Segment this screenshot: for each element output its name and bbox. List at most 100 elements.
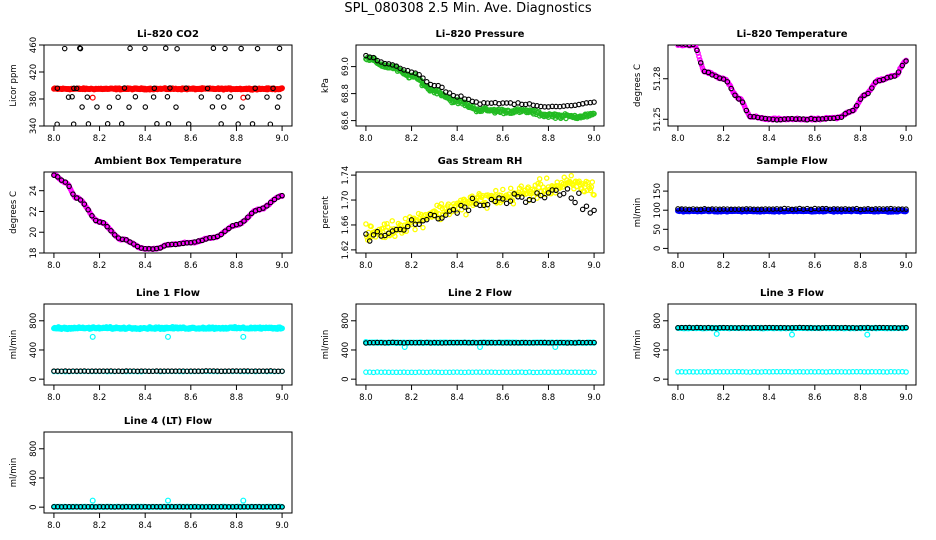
x-tick-label: 8.8: [854, 134, 868, 144]
data-point: [73, 504, 80, 510]
data-point: [716, 324, 723, 331]
data-point: [370, 54, 377, 61]
data-point: [477, 369, 483, 375]
data-point: [454, 339, 460, 346]
x-tick-label: 8.4: [762, 393, 776, 403]
panel-1: Li–820 CO2 8.0 8.2 8.4 8.6 8.8 9.0 340 380 420 460…: [9, 29, 293, 144]
data-point: [869, 369, 875, 375]
data-point: [150, 503, 156, 510]
data-point: [443, 340, 449, 346]
data-point: [876, 324, 883, 331]
data-point: [884, 324, 890, 331]
data-point: [484, 205, 490, 211]
data-point: [146, 504, 152, 510]
series-2-5-min-ave: [675, 205, 909, 213]
data-point: [484, 340, 491, 346]
data-point: [195, 368, 202, 374]
data-point: [522, 199, 529, 206]
data-point: [249, 121, 256, 126]
data-point: [374, 369, 381, 375]
data-point: [172, 504, 179, 510]
x-tick-label: 9.0: [275, 521, 289, 531]
y-tick-label: 24: [29, 185, 39, 196]
data-point: [579, 369, 586, 376]
data-point: [66, 504, 72, 510]
data-point: [739, 99, 746, 105]
data-point: [557, 339, 563, 346]
x-tick-label: 8.6: [496, 134, 510, 144]
data-point: [469, 369, 476, 375]
x-tick-label: 9.0: [587, 393, 601, 403]
data-point: [260, 504, 266, 510]
data-point: [812, 116, 818, 123]
data-point: [469, 193, 475, 199]
x-tick-label: 8.2: [93, 521, 107, 531]
data-point: [545, 104, 552, 110]
data-point: [239, 104, 245, 110]
data-point: [812, 325, 818, 331]
data-point: [579, 206, 586, 213]
data-point: [747, 325, 753, 331]
data-point: [81, 201, 88, 207]
data-point: [739, 324, 746, 331]
data-point: [888, 368, 894, 375]
data-point: [176, 368, 183, 374]
data-point: [789, 206, 795, 213]
data-point: [454, 210, 460, 216]
data-point: [701, 325, 708, 331]
x-tick-label: 9.0: [899, 261, 913, 271]
x-tick-label: 8.0: [671, 393, 685, 403]
x-tick-label: 8.0: [47, 134, 61, 144]
data-point: [823, 324, 829, 331]
series-raw-lower: [675, 368, 909, 375]
data-point: [89, 368, 95, 374]
data-point: [96, 368, 103, 374]
data-point: [899, 206, 906, 212]
data-point: [819, 325, 826, 331]
data-point: [446, 369, 453, 376]
data-point: [184, 368, 190, 374]
data-point: [71, 85, 77, 92]
y-axis-label: ml/min: [9, 458, 19, 488]
data-point: [62, 179, 69, 185]
data-point: [245, 214, 251, 220]
data-point: [519, 369, 525, 375]
data-point: [736, 325, 742, 331]
data-point: [564, 369, 571, 375]
data-point: [79, 104, 85, 110]
data-point: [507, 369, 514, 375]
data-point: [827, 115, 833, 122]
data-point: [697, 60, 704, 66]
data-point: [568, 369, 575, 375]
data-point: [781, 368, 788, 375]
data-point: [899, 325, 906, 331]
data-point: [89, 504, 95, 510]
data-point: [728, 369, 734, 375]
data-point: [264, 94, 270, 100]
data-point: [751, 369, 757, 375]
data-point: [576, 369, 582, 375]
data-point: [131, 241, 137, 247]
data-point: [458, 339, 464, 346]
data-point: [397, 369, 403, 376]
page-title: SPL_080308 2.5 Min. Ave. Diagnostics: [344, 1, 592, 16]
data-point: [705, 206, 712, 213]
data-point: [218, 121, 224, 126]
x-tick-label: 9.0: [587, 261, 601, 271]
data-point: [416, 72, 422, 78]
data-point: [831, 206, 837, 212]
plot-frame: [43, 303, 293, 386]
data-point: [100, 220, 107, 226]
data-point: [690, 45, 696, 48]
data-point: [678, 324, 685, 331]
series-raw-outliers: [713, 330, 871, 338]
data-point: [815, 325, 822, 331]
series-2-5-min-ave: [675, 324, 909, 331]
y-tick-label: 20: [29, 227, 39, 238]
data-point: [100, 368, 107, 374]
data-point: [161, 504, 167, 510]
data-point: [153, 368, 160, 374]
data-point: [180, 368, 186, 374]
data-point: [525, 184, 532, 190]
x-tick-label: 8.4: [762, 261, 776, 271]
